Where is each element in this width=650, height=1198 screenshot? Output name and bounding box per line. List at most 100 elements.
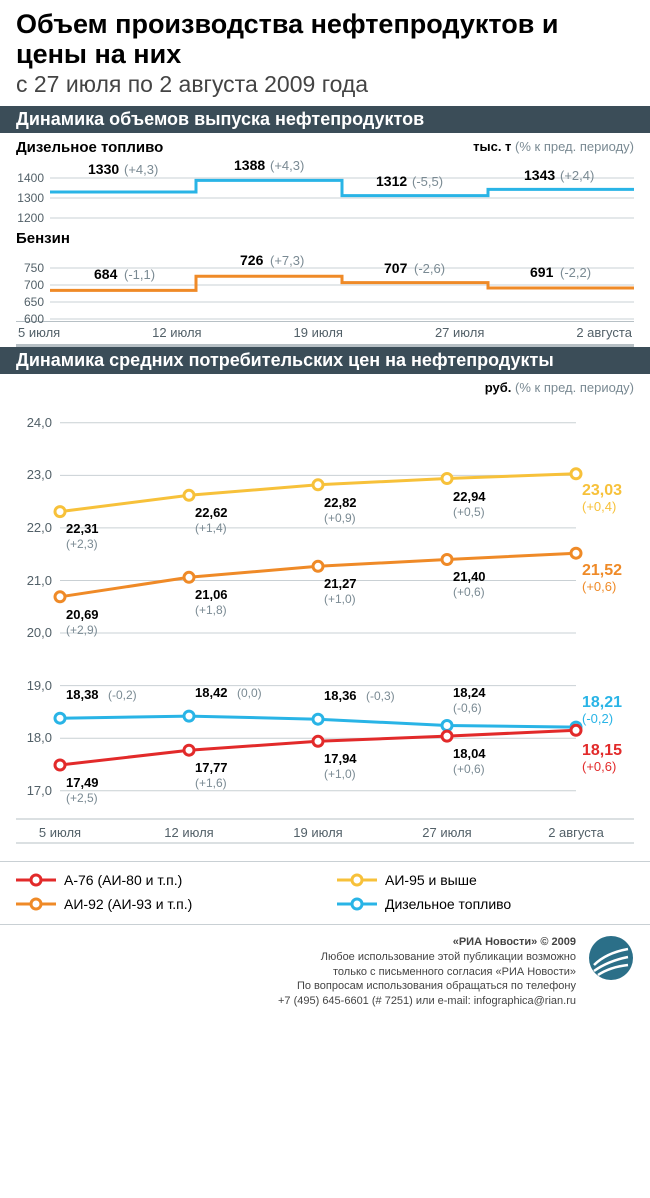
svg-text:21,40: 21,40 bbox=[453, 569, 486, 584]
svg-text:(+1,4): (+1,4) bbox=[195, 521, 227, 535]
svg-text:(+7,3): (+7,3) bbox=[270, 253, 304, 268]
header: Объем производства нефтепродуктов и цены… bbox=[0, 0, 650, 106]
svg-text:(-0,3): (-0,3) bbox=[366, 689, 395, 703]
chart1-benzin-label: Бензин bbox=[16, 230, 634, 247]
svg-text:18,38: 18,38 bbox=[66, 687, 99, 702]
svg-text:(+1,6): (+1,6) bbox=[195, 776, 227, 790]
svg-text:(+0,6): (+0,6) bbox=[582, 759, 616, 774]
svg-text:18,15: 18,15 bbox=[582, 742, 622, 759]
svg-text:21,52: 21,52 bbox=[582, 562, 622, 579]
svg-text:(+2,9): (+2,9) bbox=[66, 623, 98, 637]
legend-a76: А-76 (АИ-80 и т.п.) bbox=[16, 872, 313, 888]
svg-text:18,0: 18,0 bbox=[27, 730, 52, 745]
chart2: руб. (% к пред. периоду) 17,0 18,0 19,0 … bbox=[0, 374, 650, 857]
legend-a92: АИ-92 (АИ-93 и т.п.) bbox=[16, 896, 313, 912]
svg-text:1388: 1388 bbox=[234, 158, 265, 173]
svg-text:24,0: 24,0 bbox=[27, 415, 52, 430]
svg-text:18,36: 18,36 bbox=[324, 688, 357, 703]
svg-text:17,94: 17,94 bbox=[324, 751, 357, 766]
svg-text:(+2,5): (+2,5) bbox=[66, 791, 98, 805]
svg-text:600: 600 bbox=[24, 312, 44, 326]
chart1-diesel-svg: 1200 1300 1400 1330 (+4,3) 1388 (+4,3) 1… bbox=[16, 158, 634, 226]
svg-text:22,82: 22,82 bbox=[324, 495, 357, 510]
svg-text:1312: 1312 bbox=[376, 173, 407, 189]
svg-text:20,69: 20,69 bbox=[66, 607, 99, 622]
svg-text:2 августа: 2 августа bbox=[548, 825, 604, 840]
svg-text:20,0: 20,0 bbox=[27, 625, 52, 640]
svg-text:(-1,1): (-1,1) bbox=[124, 267, 155, 282]
svg-text:1400: 1400 bbox=[17, 171, 44, 185]
svg-text:(-0,2): (-0,2) bbox=[582, 711, 613, 726]
svg-text:(+1,0): (+1,0) bbox=[324, 767, 356, 781]
svg-text:(+2,3): (+2,3) bbox=[66, 537, 98, 551]
legend-diesel: Дизельное топливо bbox=[337, 896, 634, 912]
chart2-heading: Динамика средних потребительских цен на … bbox=[0, 347, 650, 374]
svg-text:18,42: 18,42 bbox=[195, 685, 228, 700]
svg-text:12 июля: 12 июля bbox=[164, 825, 213, 840]
chart1-diesel-label: Дизельное топливо bbox=[16, 139, 163, 156]
svg-text:19,0: 19,0 bbox=[27, 678, 52, 693]
ria-logo-icon bbox=[588, 935, 634, 981]
svg-text:1300: 1300 bbox=[17, 191, 44, 205]
svg-text:707: 707 bbox=[384, 260, 408, 276]
svg-text:19 июля: 19 июля bbox=[293, 825, 342, 840]
title-sub: с 27 июля по 2 августа 2009 года bbox=[16, 71, 634, 97]
chart1-unit: тыс. т (% к пред. периоду) bbox=[473, 139, 634, 156]
chart1: Дизельное топливо тыс. т (% к пред. пери… bbox=[0, 133, 650, 347]
svg-text:684: 684 bbox=[94, 266, 118, 282]
title-main: Объем производства нефтепродуктов и цены… bbox=[16, 10, 634, 69]
svg-text:17,0: 17,0 bbox=[27, 783, 52, 798]
svg-text:22,31: 22,31 bbox=[66, 521, 99, 536]
svg-text:(+0,5): (+0,5) bbox=[453, 505, 485, 519]
chart2-svg: 17,0 18,0 19,0 20,0 21,0 22,0 23,0 24,0 … bbox=[16, 397, 634, 847]
svg-text:(+1,8): (+1,8) bbox=[195, 603, 227, 617]
svg-text:18,24: 18,24 bbox=[453, 685, 486, 700]
svg-text:21,27: 21,27 bbox=[324, 576, 357, 591]
legend: А-76 (АИ-80 и т.п.) АИ-95 и выше АИ-92 (… bbox=[0, 861, 650, 924]
svg-text:(+0,6): (+0,6) bbox=[453, 762, 485, 776]
svg-text:23,0: 23,0 bbox=[27, 467, 52, 482]
svg-text:(+4,3): (+4,3) bbox=[124, 162, 158, 177]
chart1-benzin-svg: 600 650 700 750 684 (-1,1) 726 (+7,3) 70… bbox=[16, 249, 634, 327]
chart1-heading: Динамика объемов выпуска нефтепродуктов bbox=[0, 106, 650, 133]
svg-text:(+0,6): (+0,6) bbox=[582, 579, 616, 594]
svg-text:17,77: 17,77 bbox=[195, 760, 228, 775]
svg-text:(+1,0): (+1,0) bbox=[324, 592, 356, 606]
svg-text:22,62: 22,62 bbox=[195, 505, 228, 520]
legend-a95: АИ-95 и выше bbox=[337, 872, 634, 888]
svg-text:(+4,3): (+4,3) bbox=[270, 158, 304, 173]
svg-text:22,94: 22,94 bbox=[453, 489, 486, 504]
svg-text:5 июля: 5 июля bbox=[39, 825, 81, 840]
svg-text:21,0: 21,0 bbox=[27, 573, 52, 588]
svg-text:18,21: 18,21 bbox=[582, 694, 622, 711]
chart1-diesel-plot: 1200 1300 1400 1330 (+4,3) 1388 (+4,3) 1… bbox=[16, 158, 634, 226]
svg-text:1343: 1343 bbox=[524, 167, 555, 183]
svg-text:(+0,6): (+0,6) bbox=[453, 585, 485, 599]
svg-text:700: 700 bbox=[24, 278, 44, 292]
svg-text:1200: 1200 bbox=[17, 211, 44, 225]
svg-text:(-5,5): (-5,5) bbox=[412, 174, 443, 189]
svg-text:(+0,9): (+0,9) bbox=[324, 511, 356, 525]
svg-text:(-2,6): (-2,6) bbox=[414, 261, 445, 276]
svg-text:21,06: 21,06 bbox=[195, 587, 228, 602]
svg-text:23,03: 23,03 bbox=[582, 482, 622, 499]
svg-text:(-2,2): (-2,2) bbox=[560, 265, 591, 280]
svg-text:18,04: 18,04 bbox=[453, 746, 486, 761]
svg-text:(+2,4): (+2,4) bbox=[560, 168, 594, 183]
svg-text:17,49: 17,49 bbox=[66, 775, 99, 790]
chart1-benzin-plot: 600 650 700 750 684 (-1,1) 726 (+7,3) 70… bbox=[16, 249, 634, 317]
svg-text:(0,0): (0,0) bbox=[237, 686, 262, 700]
svg-text:27 июля: 27 июля bbox=[422, 825, 471, 840]
svg-text:(-0,6): (-0,6) bbox=[453, 701, 482, 715]
svg-text:(+0,4): (+0,4) bbox=[582, 499, 616, 514]
svg-text:691: 691 bbox=[530, 264, 554, 280]
svg-text:(-0,2): (-0,2) bbox=[108, 688, 137, 702]
svg-text:22,0: 22,0 bbox=[27, 520, 52, 535]
svg-text:750: 750 bbox=[24, 261, 44, 275]
footer: «РИА Новости» © 2009 Любое использование… bbox=[0, 924, 650, 1021]
footer-text: «РИА Новости» © 2009 Любое использование… bbox=[16, 935, 576, 1009]
svg-text:726: 726 bbox=[240, 252, 264, 268]
svg-text:1330: 1330 bbox=[88, 161, 119, 177]
svg-text:650: 650 bbox=[24, 295, 44, 309]
chart2-unit: руб. (% к пред. периоду) bbox=[16, 380, 634, 395]
